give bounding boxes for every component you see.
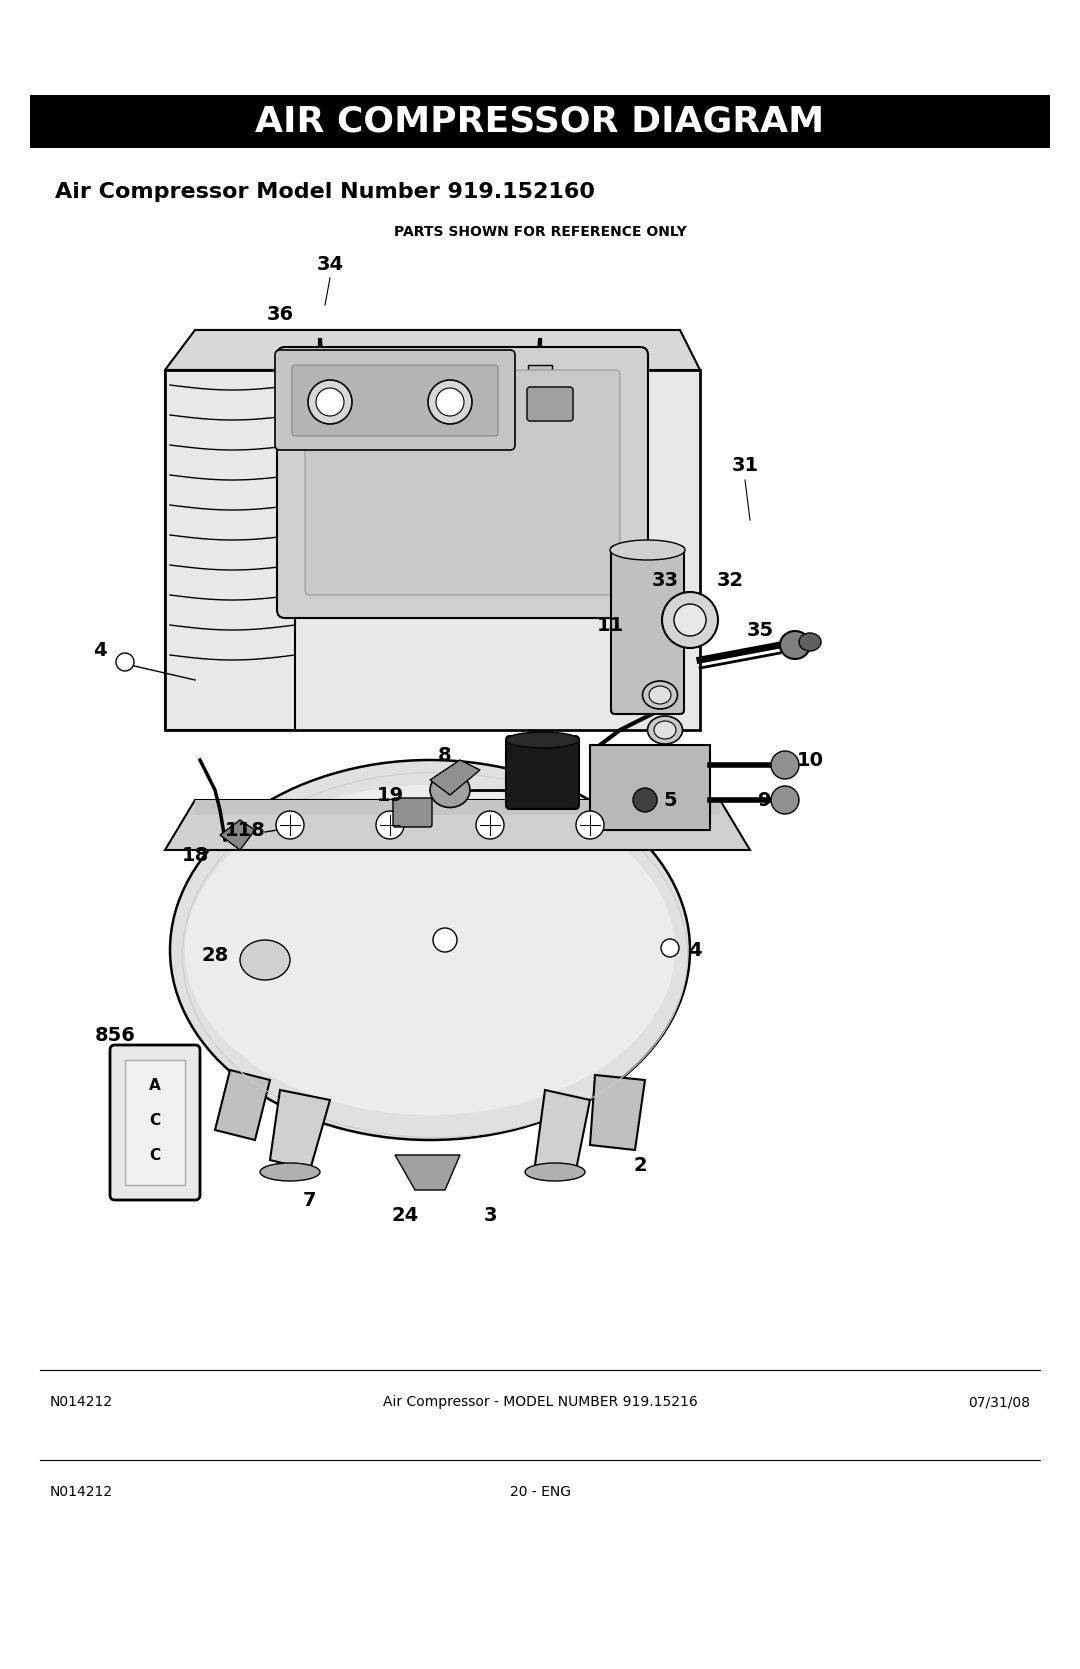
Text: 35: 35 — [746, 621, 773, 639]
Text: 4: 4 — [93, 641, 107, 659]
Polygon shape — [165, 371, 700, 729]
Bar — [30, 95, 1050, 149]
Circle shape — [276, 811, 303, 840]
FancyBboxPatch shape — [110, 1045, 200, 1200]
Ellipse shape — [649, 686, 671, 704]
Text: 118: 118 — [225, 821, 266, 840]
Circle shape — [428, 381, 472, 424]
Text: 3: 3 — [483, 1205, 497, 1225]
FancyBboxPatch shape — [611, 546, 684, 714]
Ellipse shape — [648, 716, 683, 744]
Ellipse shape — [799, 633, 821, 651]
Text: 11: 11 — [596, 616, 623, 634]
Polygon shape — [165, 330, 700, 371]
Text: N014212: N014212 — [50, 1395, 113, 1409]
Text: 7: 7 — [303, 1190, 316, 1210]
Text: 36: 36 — [267, 305, 294, 324]
Circle shape — [771, 786, 799, 814]
Text: 20 - ENG: 20 - ENG — [510, 1485, 570, 1499]
Circle shape — [674, 604, 706, 636]
Text: PARTS SHOWN FOR REFERENCE ONLY: PARTS SHOWN FOR REFERENCE ONLY — [393, 225, 687, 239]
Circle shape — [316, 387, 345, 416]
Text: 5: 5 — [663, 791, 677, 809]
Text: N014212: N014212 — [50, 1485, 113, 1499]
FancyBboxPatch shape — [590, 744, 710, 829]
Ellipse shape — [507, 733, 579, 748]
FancyBboxPatch shape — [276, 347, 648, 618]
Text: 2: 2 — [633, 1155, 647, 1175]
FancyBboxPatch shape — [275, 350, 515, 451]
Text: 31: 31 — [731, 456, 758, 474]
Circle shape — [633, 788, 657, 813]
FancyBboxPatch shape — [393, 798, 432, 828]
Ellipse shape — [643, 681, 677, 709]
Polygon shape — [535, 1090, 590, 1175]
Circle shape — [433, 928, 457, 951]
Text: 9: 9 — [758, 791, 772, 809]
Polygon shape — [590, 1075, 645, 1150]
FancyBboxPatch shape — [292, 366, 498, 436]
Text: Air Compressor - MODEL NUMBER 919.15216: Air Compressor - MODEL NUMBER 919.15216 — [382, 1395, 698, 1409]
Text: 8: 8 — [438, 746, 451, 764]
Text: 33: 33 — [651, 571, 678, 589]
Circle shape — [576, 811, 604, 840]
Circle shape — [771, 751, 799, 779]
Text: 34: 34 — [316, 255, 343, 274]
Ellipse shape — [780, 631, 810, 659]
FancyBboxPatch shape — [308, 366, 332, 386]
FancyBboxPatch shape — [527, 387, 573, 421]
Text: 18: 18 — [181, 846, 208, 865]
Polygon shape — [195, 799, 720, 814]
Text: 856: 856 — [95, 1025, 135, 1045]
FancyBboxPatch shape — [125, 1060, 185, 1185]
Polygon shape — [165, 799, 750, 850]
Text: 28: 28 — [201, 946, 229, 965]
Text: A: A — [149, 1078, 161, 1093]
Text: 24: 24 — [391, 1205, 419, 1225]
Text: C: C — [149, 1148, 161, 1163]
Circle shape — [662, 592, 718, 648]
Text: 32: 32 — [716, 571, 743, 589]
Polygon shape — [215, 1070, 270, 1140]
Circle shape — [376, 811, 404, 840]
Circle shape — [116, 653, 134, 671]
FancyBboxPatch shape — [528, 366, 552, 386]
Text: Air Compressor Model Number 919.152160: Air Compressor Model Number 919.152160 — [55, 182, 595, 202]
Polygon shape — [195, 330, 680, 649]
Polygon shape — [430, 759, 480, 794]
Ellipse shape — [240, 940, 291, 980]
Circle shape — [436, 387, 464, 416]
Text: AIR COMPRESSOR DIAGRAM: AIR COMPRESSOR DIAGRAM — [256, 105, 824, 139]
Text: 4: 4 — [688, 941, 702, 960]
Ellipse shape — [525, 1163, 585, 1182]
Ellipse shape — [260, 1163, 320, 1182]
Circle shape — [476, 811, 504, 840]
Circle shape — [308, 381, 352, 424]
Text: 07/31/08: 07/31/08 — [968, 1395, 1030, 1409]
Ellipse shape — [654, 721, 676, 739]
Polygon shape — [395, 1155, 460, 1190]
FancyBboxPatch shape — [507, 736, 579, 809]
Polygon shape — [220, 819, 255, 850]
Ellipse shape — [185, 784, 675, 1115]
FancyBboxPatch shape — [305, 371, 620, 596]
Text: 19: 19 — [377, 786, 404, 804]
Ellipse shape — [610, 541, 685, 561]
Circle shape — [661, 940, 679, 956]
Polygon shape — [270, 1090, 330, 1170]
Text: C: C — [149, 1113, 161, 1128]
Ellipse shape — [170, 759, 690, 1140]
Ellipse shape — [430, 773, 470, 808]
Text: 10: 10 — [797, 751, 824, 769]
